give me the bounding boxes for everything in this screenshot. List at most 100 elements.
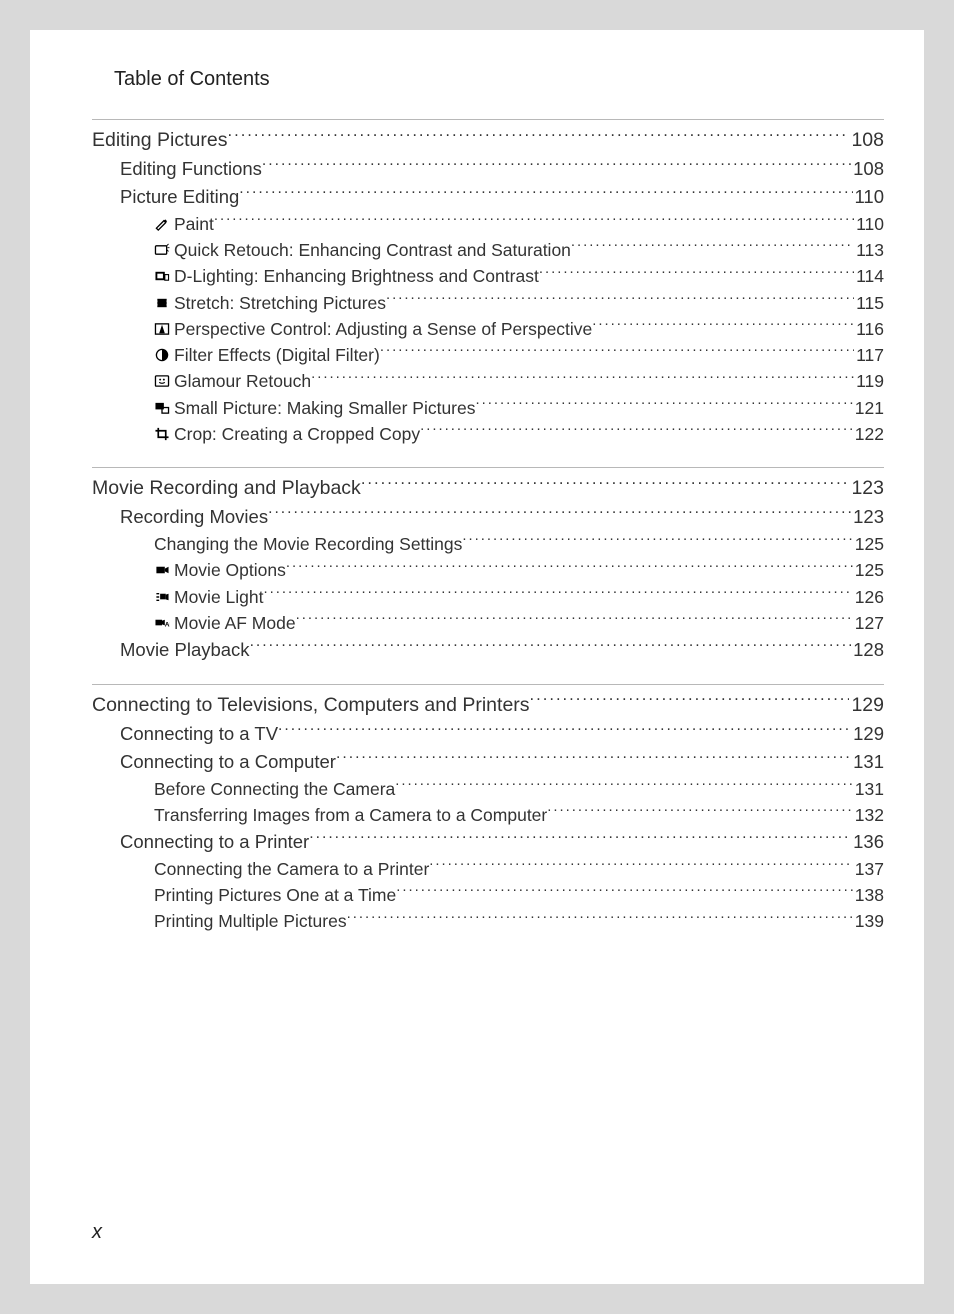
table-of-contents: Editing Pictures108Editing Functions108P… xyxy=(92,119,884,935)
page-number: x xyxy=(92,1221,102,1244)
toc-entry: Connecting to a Printer136 xyxy=(120,828,884,856)
toc-entry-page: 129 xyxy=(849,691,884,720)
toc-entry: Movie Recording and Playback 123 xyxy=(92,474,884,503)
dot-leader xyxy=(396,884,853,902)
toc-entry-text: Movie Playback xyxy=(120,636,250,664)
toc-entry-text: Stretch: Stretching Pictures xyxy=(174,290,386,316)
toc-entry-text: Changing the Movie Recording Settings xyxy=(154,531,462,557)
dot-leader xyxy=(268,505,851,524)
toc-entry-page: 108 xyxy=(849,126,884,155)
toc-entry-text: Filter Effects (Digital Filter) xyxy=(174,342,380,368)
toc-entry-label: Editing Functions xyxy=(120,155,262,183)
toc-entry: Crop: Creating a Cropped Copy122 xyxy=(154,421,884,447)
toc-entry-label: Movie Light xyxy=(154,584,264,610)
toc-entry-text: Before Connecting the Camera xyxy=(154,776,395,802)
toc-entry: Stretch: Stretching Pictures115 xyxy=(154,290,884,316)
dot-leader xyxy=(278,722,851,741)
toc-entry-text: Movie Light xyxy=(174,584,264,610)
dot-leader xyxy=(336,749,851,768)
stretch-icon xyxy=(154,296,170,310)
section-divider xyxy=(92,119,884,120)
toc-entry-page: 123 xyxy=(849,474,884,503)
toc-entry-label: Connecting to a Printer xyxy=(120,828,309,856)
toc-entry: Changing the Movie Recording Settings 125 xyxy=(154,531,884,557)
toc-entry-page: 132 xyxy=(853,802,884,828)
toc-entry: Picture Editing110 xyxy=(120,183,884,211)
toc-entry-text: Connecting to a TV xyxy=(120,720,278,748)
toc-entry-page: 122 xyxy=(853,421,884,447)
toc-entry-text: Paint xyxy=(174,211,214,237)
toc-entry-label: Connecting to a Computer xyxy=(120,748,336,776)
toc-entry-page: 128 xyxy=(851,636,884,664)
toc-entry-page: 131 xyxy=(853,776,884,802)
dot-leader xyxy=(361,475,850,495)
toc-entry-page: 126 xyxy=(853,584,884,610)
dot-leader xyxy=(347,910,853,928)
toc-entry: Small Picture: Making Smaller Pictures12… xyxy=(154,395,884,421)
paint-icon xyxy=(154,217,170,231)
toc-entry: Printing Multiple Pictures139 xyxy=(154,908,884,934)
toc-entry-label: Movie Recording and Playback xyxy=(92,474,361,503)
toc-section: Connecting to Televisions, Computers and… xyxy=(92,684,884,935)
toc-entry: Connecting to Televisions, Computers and… xyxy=(92,691,884,720)
dot-leader xyxy=(571,239,854,257)
dot-leader xyxy=(227,127,849,147)
toc-entry-text: Transferring Images from a Camera to a C… xyxy=(154,802,547,828)
toc-entry-text: Connecting to Televisions, Computers and… xyxy=(92,691,530,720)
dot-leader xyxy=(475,396,852,414)
document-page: Table of Contents Editing Pictures108Edi… xyxy=(30,30,924,1284)
toc-entry-label: Connecting the Camera to a Printer xyxy=(154,856,429,882)
toc-entry-text: Connecting to a Printer xyxy=(120,828,309,856)
toc-entry: Movie AF Mode 127 xyxy=(154,610,884,636)
toc-entry-text: Movie Recording and Playback xyxy=(92,474,361,503)
dot-leader xyxy=(214,212,854,230)
toc-entry-text: Perspective Control: Adjusting a Sense o… xyxy=(174,316,592,342)
toc-entry-text: Movie AF Mode xyxy=(174,610,296,636)
toc-entry-text: D-Lighting: Enhancing Brightness and Con… xyxy=(174,263,539,289)
toc-entry: Glamour Retouch 119 xyxy=(154,368,884,394)
toc-entry-text: Printing Multiple Pictures xyxy=(154,908,347,934)
toc-entry-page: 137 xyxy=(853,856,884,882)
toc-entry-text: Connecting the Camera to a Printer xyxy=(154,856,429,882)
toc-entry-page: 138 xyxy=(853,882,884,908)
movie-options-icon xyxy=(154,563,170,577)
toc-entry-page: 110 xyxy=(854,211,884,237)
toc-entry-page: 113 xyxy=(854,237,884,263)
dot-leader xyxy=(309,830,851,849)
toc-entry-page: 114 xyxy=(854,263,884,289)
toc-entry-label: Glamour Retouch xyxy=(154,368,311,394)
toc-section: Editing Pictures108Editing Functions108P… xyxy=(92,119,884,447)
dot-leader xyxy=(547,803,853,821)
toc-entry-label: Before Connecting the Camera xyxy=(154,776,395,802)
dot-leader xyxy=(239,185,852,204)
dot-leader xyxy=(264,585,853,603)
dot-leader xyxy=(380,344,854,362)
toc-entry-label: Connecting to a TV xyxy=(120,720,278,748)
toc-entry: Recording Movies123 xyxy=(120,503,884,531)
toc-entry-text: Connecting to a Computer xyxy=(120,748,336,776)
dot-leader xyxy=(592,317,854,335)
toc-entry-page: 119 xyxy=(854,368,884,394)
toc-entry-text: Quick Retouch: Enhancing Contrast and Sa… xyxy=(174,237,571,263)
toc-entry-label: D-Lighting: Enhancing Brightness and Con… xyxy=(154,263,539,289)
toc-entry-page: 129 xyxy=(851,720,884,748)
toc-entry-label: Stretch: Stretching Pictures xyxy=(154,290,386,316)
dot-leader xyxy=(262,157,851,176)
dot-leader xyxy=(462,533,852,551)
small-picture-icon xyxy=(154,401,170,415)
toc-entry-label: Printing Pictures One at a Time xyxy=(154,882,396,908)
toc-entry-label: Changing the Movie Recording Settings xyxy=(154,531,462,557)
dot-leader xyxy=(395,777,853,795)
toc-entry-label: Transferring Images from a Camera to a C… xyxy=(154,802,547,828)
toc-entry: Connecting to a TV 129 xyxy=(120,720,884,748)
toc-entry-page: 123 xyxy=(851,503,884,531)
toc-entry: Before Connecting the Camera 131 xyxy=(154,776,884,802)
dot-leader xyxy=(386,291,854,309)
toc-entry-page: 125 xyxy=(853,531,884,557)
dot-leader xyxy=(286,559,853,577)
toc-entry-text: Movie Options xyxy=(174,557,286,583)
toc-entry: Quick Retouch: Enhancing Contrast and Sa… xyxy=(154,237,884,263)
dot-leader xyxy=(296,611,853,629)
toc-entry-page: 127 xyxy=(853,610,884,636)
quick-retouch-icon xyxy=(154,243,170,257)
